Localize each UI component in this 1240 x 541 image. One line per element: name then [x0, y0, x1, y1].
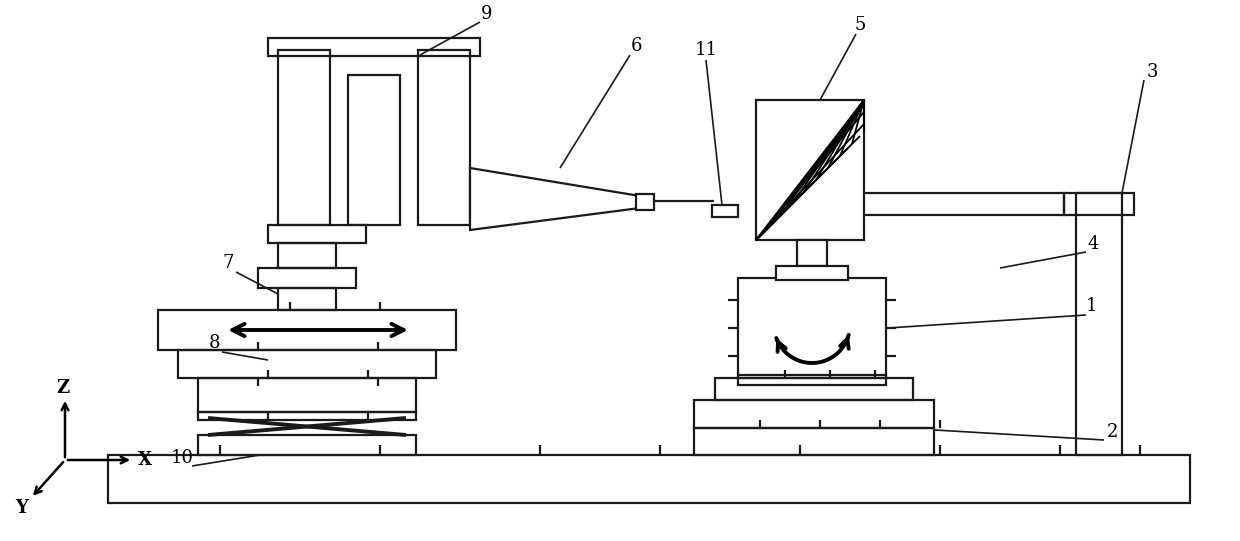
Bar: [157, 310, 456, 350]
Bar: [636, 194, 653, 210]
Text: 1: 1: [1086, 297, 1097, 315]
Bar: [797, 240, 827, 266]
Bar: [1076, 193, 1122, 455]
Bar: [198, 412, 415, 420]
Text: Y: Y: [16, 499, 29, 517]
Polygon shape: [470, 168, 640, 230]
Bar: [756, 100, 864, 240]
Bar: [776, 266, 848, 280]
Text: X: X: [138, 451, 153, 469]
Text: 4: 4: [1087, 235, 1099, 253]
Bar: [278, 50, 330, 225]
Text: 10: 10: [171, 449, 193, 467]
Text: 9: 9: [481, 5, 492, 23]
Bar: [198, 378, 415, 412]
Bar: [348, 75, 401, 225]
Text: 11: 11: [694, 41, 718, 59]
Bar: [712, 205, 738, 217]
Bar: [694, 400, 934, 428]
Text: 3: 3: [1146, 63, 1158, 81]
Bar: [794, 193, 1064, 215]
Bar: [278, 288, 336, 310]
Text: 8: 8: [208, 334, 219, 352]
Bar: [268, 38, 480, 56]
Bar: [198, 435, 415, 455]
Bar: [694, 428, 934, 455]
Bar: [179, 350, 436, 378]
Bar: [418, 50, 470, 225]
Bar: [278, 243, 336, 268]
Bar: [738, 375, 887, 385]
Bar: [268, 225, 366, 243]
Text: Z: Z: [57, 379, 69, 397]
Bar: [1064, 193, 1135, 215]
Bar: [738, 278, 887, 378]
Text: 2: 2: [1106, 423, 1117, 441]
Bar: [258, 268, 356, 288]
Bar: [108, 455, 1190, 503]
Text: 7: 7: [222, 254, 233, 272]
Text: 5: 5: [854, 16, 866, 34]
Text: 6: 6: [630, 37, 642, 55]
Bar: [715, 378, 913, 400]
